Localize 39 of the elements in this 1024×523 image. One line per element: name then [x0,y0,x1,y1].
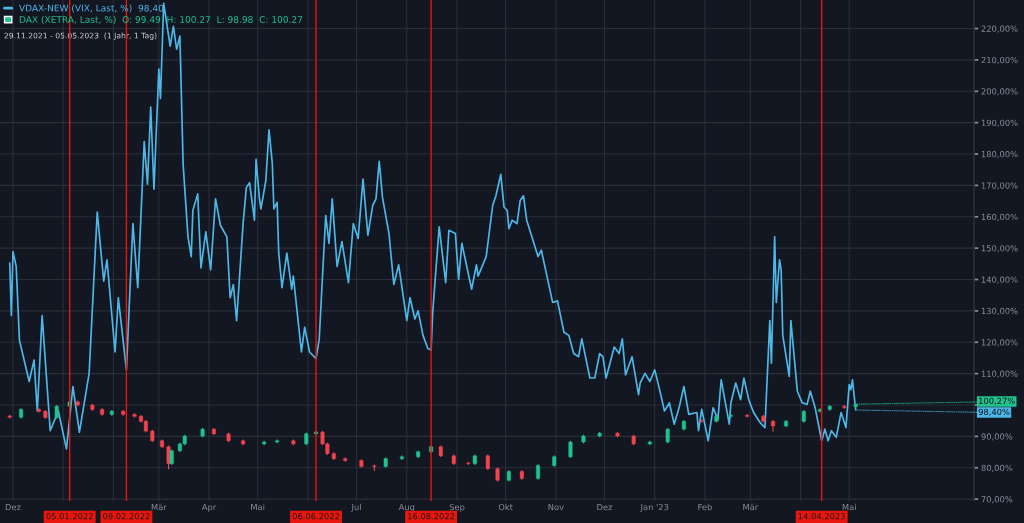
ref-line-label: 09.02.2022 [103,513,150,520]
x-tick-label: Mai [842,503,856,511]
x-tick-label: Dez [597,504,613,511]
y-tick-label: 150,00% [981,245,1018,253]
x-tick-label: Apr [201,504,217,512]
y-tick-label: 210,00% [981,56,1018,65]
y-tick-label: 140,00% [981,276,1018,284]
y-tick-label: 200,00% [981,88,1018,96]
x-tick-label: Jan '23 [640,503,669,512]
ref-line-label: 14.04.2023 [798,513,845,520]
y-tick-label: 160,00% [981,213,1018,221]
x-tick-label: Mär [743,503,759,511]
candlestick [728,413,733,419]
y-tick-label: 90,00% [981,433,1013,441]
candlestick [745,413,750,419]
y-tick-label: 180,00% [981,151,1018,159]
candlestick [771,419,776,433]
y-tick-label: 70,00% [981,496,1013,504]
y-tick-label: 220,00% [981,25,1018,33]
annotation: 100,27% [979,397,1015,405]
y-tick-label: 80,00% [981,464,1013,472]
y-tick-label: 170,00% [981,182,1018,190]
ref-line-label: 16.08.2022 [408,513,455,520]
y-tick-label: 190,00% [981,119,1018,127]
y-tick-label: 110,00% [981,370,1018,378]
y-tick-label: 130,00% [981,307,1018,316]
x-tick-label: Okt [498,503,513,511]
annotation: 98,40% [978,408,1010,416]
x-tick-label: Jul [351,503,361,512]
x-tick-label: Feb [698,503,712,511]
x-tick-label: Dez [5,504,21,511]
x-tick-label: Aug [398,504,415,512]
ref-line-label: 06.06.2022 [292,513,340,520]
x-tick-label: Mär [151,503,167,511]
x-tick-label: Sep [449,503,465,512]
x-tick-label: Mai [251,503,265,511]
x-tick-label: Nov [548,504,564,511]
ref-line-label: 05.01.2022 [46,513,93,520]
y-tick-label: 120,00% [981,339,1018,347]
